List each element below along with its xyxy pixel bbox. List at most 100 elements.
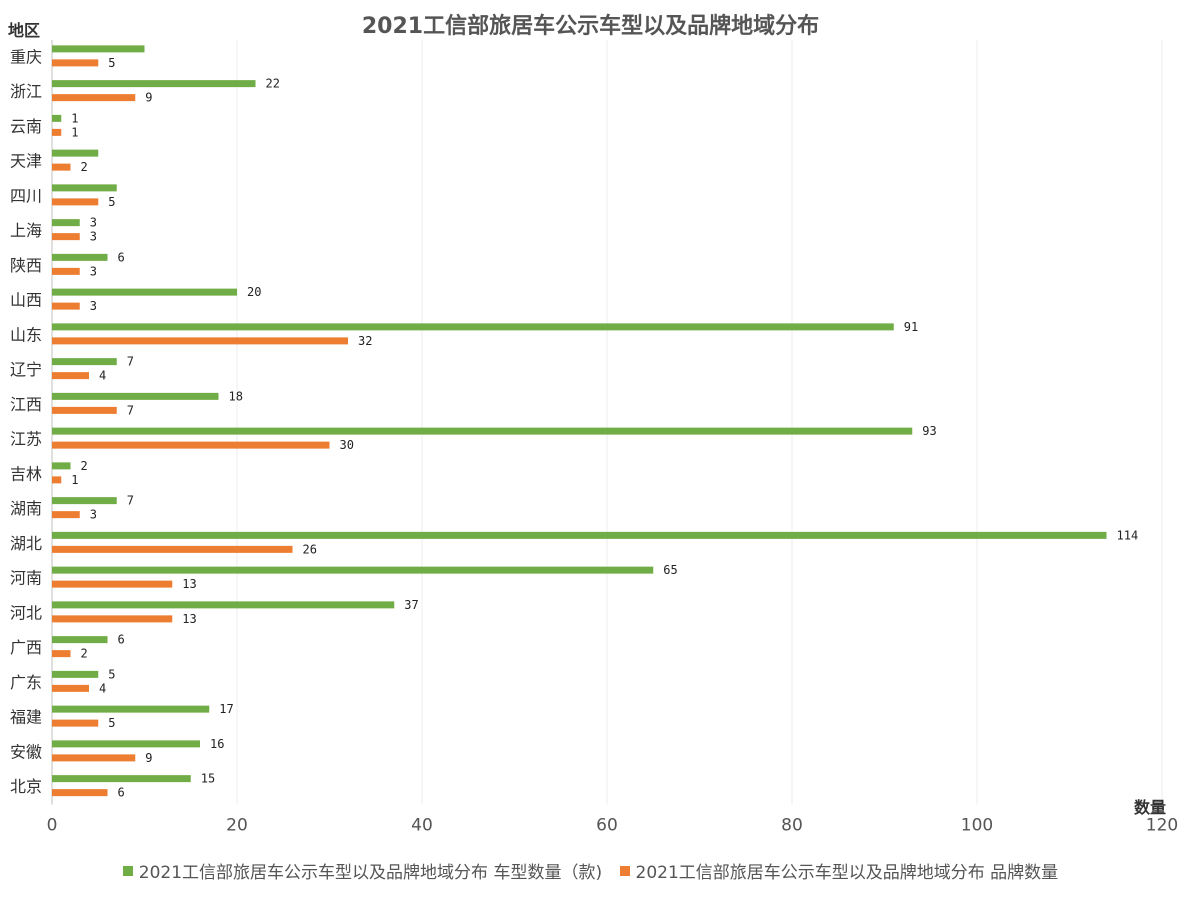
data-label: 17 — [219, 702, 233, 716]
bar — [52, 323, 894, 331]
data-label: 26 — [303, 542, 317, 556]
x-tick-label: 0 — [47, 816, 58, 836]
category-label: 福建 — [10, 708, 42, 727]
category-label: 浙江 — [10, 82, 42, 101]
bar — [52, 128, 62, 136]
data-label: 5 — [108, 56, 115, 70]
bar — [52, 670, 99, 678]
legend-label-model-count: 2021工信部旅居车公示车型以及品牌地域分布 车型数量（款) — [138, 863, 603, 883]
category-label: 山西 — [10, 291, 42, 310]
legend: 2021工信部旅居车公示车型以及品牌地域分布 车型数量（款) 2021工信部旅居… — [0, 858, 1181, 883]
data-label: 2 — [81, 459, 88, 473]
x-tick-label: 100 — [961, 816, 993, 836]
bar — [52, 184, 117, 192]
data-label: 16 — [210, 737, 224, 751]
bar — [52, 358, 117, 366]
category-label: 广东 — [10, 673, 42, 692]
bar — [52, 233, 80, 241]
category-label: 天津 — [10, 152, 42, 171]
bar — [52, 45, 145, 53]
x-tick-label: 60 — [596, 816, 618, 836]
bar — [52, 580, 173, 588]
data-label: 2 — [81, 647, 88, 661]
data-label: 3 — [90, 264, 97, 278]
x-tick-label: 20 — [226, 816, 248, 836]
y-axis-title: 地区 — [8, 21, 40, 40]
bar — [52, 754, 136, 762]
data-label: 20 — [247, 285, 261, 299]
bar — [52, 114, 62, 122]
category-label: 四川 — [10, 186, 42, 205]
legend-swatch-brand-count — [619, 866, 630, 876]
bar — [52, 789, 108, 797]
bar — [52, 253, 108, 261]
data-label: 1 — [71, 125, 78, 139]
legend-item-brand-count[interactable]: 2021工信部旅居车公示车型以及品牌地域分布 品牌数量 — [619, 858, 1059, 883]
category-label: 北京 — [10, 777, 42, 796]
bar — [52, 94, 136, 102]
data-label: 9 — [145, 91, 152, 105]
data-label: 5 — [108, 667, 115, 681]
data-label: 18 — [229, 389, 243, 403]
data-label: 13 — [182, 577, 196, 591]
bars — [52, 45, 1107, 797]
x-tick-label: 120 — [1146, 816, 1178, 836]
bar — [52, 80, 256, 88]
bar — [52, 497, 117, 505]
bar — [52, 650, 71, 658]
data-label: 3 — [90, 230, 97, 244]
category-label: 湖北 — [10, 534, 42, 553]
bar — [52, 636, 108, 644]
category-label: 上海 — [10, 221, 42, 240]
x-tick-label: 40 — [411, 816, 433, 836]
data-label: 4 — [99, 369, 106, 383]
bar — [52, 267, 80, 275]
legend-item-model-count[interactable]: 2021工信部旅居车公示车型以及品牌地域分布 车型数量（款) — [122, 858, 603, 883]
legend-label-brand-count: 2021工信部旅居车公示车型以及品牌地域分布 品牌数量 — [635, 863, 1059, 883]
bar — [52, 511, 80, 519]
bar — [52, 59, 99, 67]
bar — [52, 406, 117, 414]
category-label: 陕西 — [10, 256, 42, 275]
bar — [52, 462, 71, 470]
data-label: 15 — [201, 772, 215, 786]
data-label: 13 — [182, 612, 196, 626]
bar — [52, 392, 219, 400]
data-label: 114 — [1117, 528, 1139, 542]
bar — [52, 775, 191, 783]
data-label: 3 — [90, 216, 97, 230]
bar — [52, 705, 210, 713]
bar — [52, 198, 99, 206]
bar — [52, 302, 80, 310]
data-label: 6 — [118, 250, 125, 264]
data-label: 7 — [127, 494, 134, 508]
category-label: 云南 — [10, 117, 42, 136]
x-tick-label: 80 — [781, 816, 803, 836]
bar — [52, 163, 71, 171]
bar — [52, 719, 99, 727]
x-axis-title: 数量 — [1134, 798, 1166, 817]
data-label: 30 — [340, 438, 354, 452]
data-label: 37 — [404, 598, 418, 612]
bar — [52, 545, 293, 553]
data-label: 93 — [922, 424, 936, 438]
data-label: 6 — [118, 786, 125, 800]
data-label: 5 — [108, 195, 115, 209]
category-label: 湖南 — [10, 499, 42, 518]
bar — [52, 441, 330, 449]
category-label: 安徽 — [10, 742, 42, 761]
data-label: 7 — [127, 355, 134, 369]
grid-lines — [236, 40, 1163, 805]
data-label: 22 — [266, 77, 280, 91]
category-label: 山东 — [10, 325, 42, 344]
chart-title: 2021工信部旅居车公示车型以及品牌地域分布 — [361, 14, 820, 39]
data-label: 5 — [108, 716, 115, 730]
bar — [52, 601, 395, 609]
data-label: 1 — [71, 111, 78, 125]
category-label: 广西 — [10, 638, 42, 657]
data-label: 3 — [90, 299, 97, 313]
category-label: 江西 — [10, 395, 42, 414]
data-label: 4 — [99, 681, 106, 695]
bar — [52, 740, 200, 748]
bar — [52, 337, 348, 345]
